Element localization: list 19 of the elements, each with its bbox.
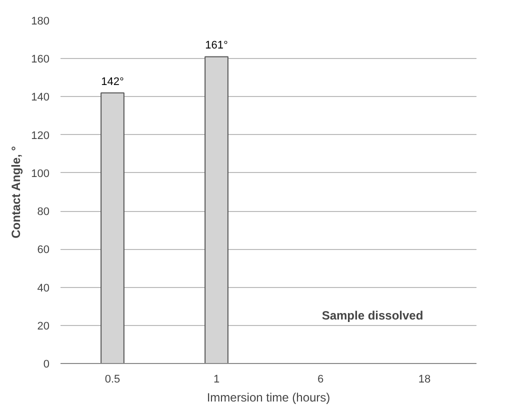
y-tick-label: 100 [31, 168, 50, 180]
y-tick-label: 60 [37, 244, 50, 256]
x-tick-label: 18 [418, 374, 431, 386]
y-tick-label: 40 [37, 282, 50, 294]
x-axis-title: Immersion time (hours) [206, 390, 330, 404]
x-tick-label: 1 [213, 374, 220, 386]
y-tick-label: 80 [37, 206, 50, 218]
y-tick-label: 160 [31, 54, 50, 66]
y-axis-title: Contact Angle, ° [9, 146, 24, 238]
annotation: Sample dissolved [322, 308, 424, 323]
y-tick-label: 120 [31, 130, 50, 142]
y-tick-label: 0 [43, 358, 50, 370]
y-tick-label: 180 [31, 16, 50, 28]
y-tick-label: 140 [31, 92, 50, 104]
x-tick-label: 6 [317, 374, 324, 386]
data-label: 142° [101, 76, 124, 88]
y-tick-label: 20 [37, 320, 50, 332]
x-tick-label: 0.5 [104, 374, 120, 386]
data-label: 161° [205, 40, 228, 52]
